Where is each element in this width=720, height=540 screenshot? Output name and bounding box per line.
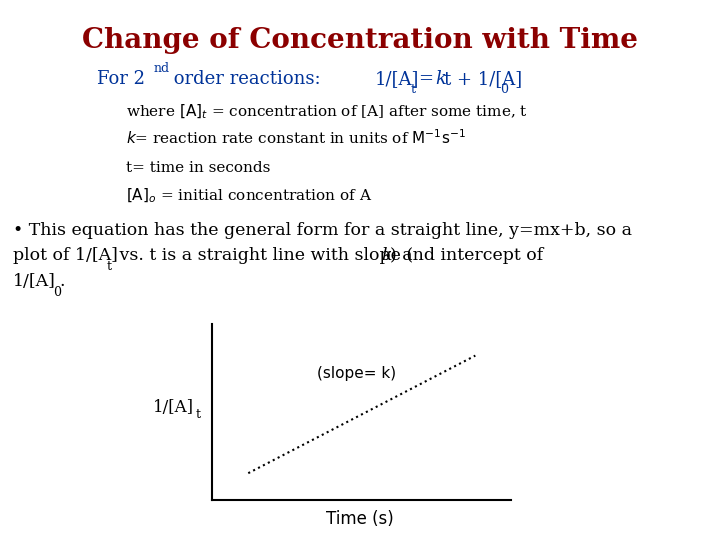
Text: nd: nd — [153, 62, 169, 75]
Text: order reactions:: order reactions: — [168, 70, 320, 87]
Text: .: . — [60, 273, 66, 290]
Text: where $[\mathrm{A}]_t$ = concentration of [A] after some time, t: where $[\mathrm{A}]_t$ = concentration o… — [126, 103, 528, 121]
Text: t: t — [107, 260, 112, 273]
Text: ) and intercept of: ) and intercept of — [390, 247, 544, 264]
Text: t + 1/[A]: t + 1/[A] — [444, 70, 523, 87]
Text: $k$= reaction rate constant in units of $\mathrm{M}^{-1}\mathrm{s}^{-1}$: $k$= reaction rate constant in units of … — [126, 129, 466, 147]
Text: t: t — [410, 83, 415, 97]
Text: vs. t is a straight line with slope (: vs. t is a straight line with slope ( — [114, 247, 413, 264]
Text: Change of Concentration with Time: Change of Concentration with Time — [82, 27, 638, 54]
Text: 0: 0 — [53, 286, 61, 299]
Text: t= time in seconds: t= time in seconds — [126, 161, 271, 176]
Text: plot of 1/[A]: plot of 1/[A] — [13, 247, 118, 264]
Text: =: = — [419, 70, 440, 87]
Text: $[\mathrm{A}]_o$ = initial concentration of A: $[\mathrm{A}]_o$ = initial concentration… — [126, 187, 372, 205]
Text: t: t — [196, 408, 201, 421]
Text: k: k — [382, 247, 392, 264]
Text: (slope= k): (slope= k) — [317, 366, 396, 381]
Text: Time (s): Time (s) — [326, 510, 394, 529]
Text: 1/[A]: 1/[A] — [374, 70, 419, 87]
Text: k: k — [435, 70, 446, 87]
Text: 1/[A]: 1/[A] — [13, 273, 56, 290]
Text: • This equation has the general form for a straight line, y=mx+b, so a: • This equation has the general form for… — [13, 222, 632, 239]
Text: 0: 0 — [500, 83, 508, 97]
Text: For 2: For 2 — [97, 70, 145, 87]
Text: 1/[A]: 1/[A] — [153, 399, 194, 416]
